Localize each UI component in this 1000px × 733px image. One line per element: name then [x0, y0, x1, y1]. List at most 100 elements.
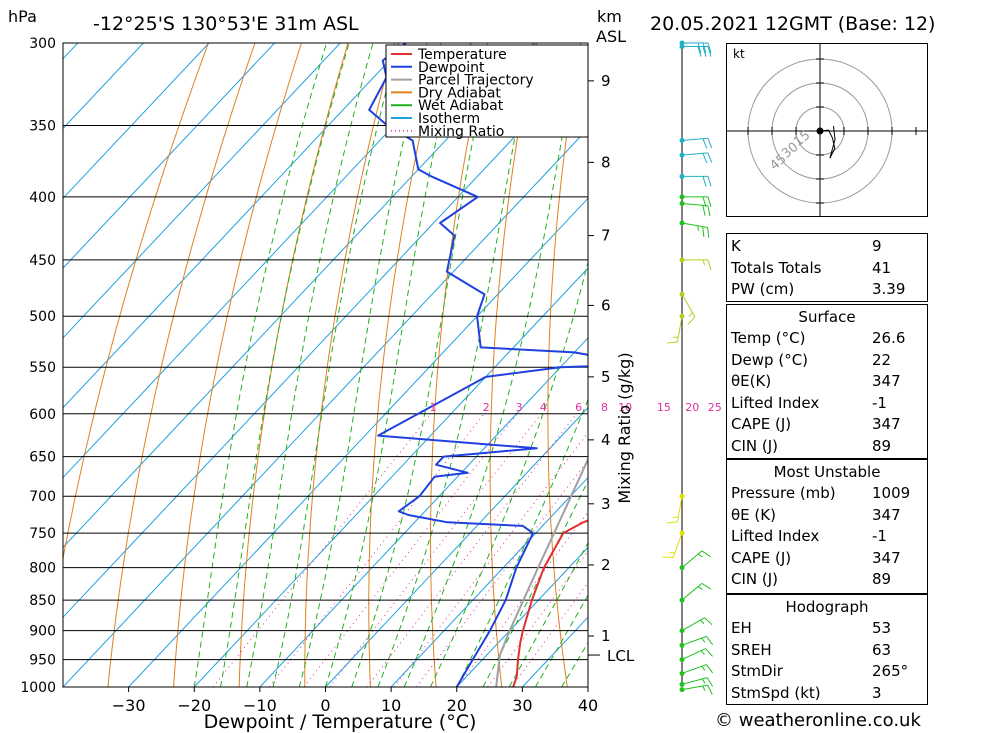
row-label: PW (cm) [731, 280, 795, 298]
hodograph-trace [819, 126, 836, 159]
wind-barb-feather [707, 42, 712, 54]
pressure-tick-label: 900 [29, 624, 56, 640]
wind-barb-feather [707, 259, 712, 271]
legend-box [385, 44, 589, 138]
temp-tick-label: 20 [447, 696, 467, 715]
wind-barb-feather [702, 42, 707, 54]
dry-adiabat-line [547, 43, 582, 687]
temp-tick-label: 30 [512, 696, 532, 715]
dry-adiabat-line [173, 43, 302, 687]
wind-barb-feather [697, 42, 702, 54]
mixing-ratio-line [487, 550, 588, 687]
table-row: EH 53 [727, 618, 927, 639]
row-label: StmDir [731, 662, 783, 680]
wind-barb [676, 496, 683, 522]
wind-barb-feather [707, 227, 710, 238]
table-row: θE(K) 347 [727, 371, 927, 392]
row-label: Pressure (mb) [731, 484, 836, 502]
wind-barb-feather [667, 521, 678, 524]
row-label: Totals Totals [731, 258, 822, 277]
wind-barb-feather [702, 153, 708, 164]
wind-barb [681, 137, 708, 142]
pressure-tick-label: 1000 [20, 680, 56, 696]
wind-barb-feather [705, 648, 713, 657]
wind-barb-feather [707, 46, 712, 57]
temp-tick-label: −10 [243, 696, 277, 715]
km-tick-label: 3 [601, 495, 611, 513]
wind-barb-feather [700, 650, 705, 655]
km-unit-label: km [597, 7, 622, 26]
wind-barb [681, 617, 705, 632]
wind-barb [681, 294, 696, 318]
wind-barb-feather [702, 196, 707, 208]
dry-adiabat-line [238, 43, 349, 687]
dewpoint-profile [368, 43, 588, 687]
km-tick-label: 6 [601, 296, 611, 314]
surface-title: Surface [798, 308, 856, 326]
table-row: Dewp (°C) 22 [727, 350, 927, 371]
wind-barb-feather [706, 636, 714, 646]
mixing-ratio-label: 2 [483, 401, 490, 414]
pressure-tick-label: 750 [29, 526, 56, 542]
km-tick-label: 1 [601, 627, 611, 645]
wind-barb [676, 316, 683, 342]
pressure-tick-label: 950 [29, 653, 56, 669]
pressure-tick-label: 300 [29, 36, 56, 52]
row-label: K [731, 237, 741, 255]
wind-barb-feather [707, 205, 711, 217]
wet-adiabat-line [246, 43, 374, 687]
row-label: θE(K) [731, 372, 772, 390]
isotherm-line [456, 546, 588, 687]
wet-adiabat-line [351, 43, 494, 687]
table-row: SREH 63 [727, 640, 927, 661]
hodograph-unit: kt [733, 47, 745, 61]
isotherm-line [128, 197, 588, 687]
wind-barb-feather [673, 516, 679, 519]
indices-table: K 9 Totals Totals 41 PW (cm) 3.39 [726, 233, 928, 302]
row-value: 89 [872, 436, 892, 455]
hodograph-panel: kt 15 30 45 [723, 34, 928, 228]
row-value: 3.39 [872, 280, 906, 298]
table-row: CIN (J) 89 [727, 436, 927, 457]
temp-tick-label: 10 [381, 696, 401, 715]
wind-barb [681, 648, 706, 661]
isotherm-line [193, 267, 588, 687]
table-row: θE (K) 347 [727, 505, 927, 526]
mixing-ratio-label: 8 [601, 401, 608, 414]
wind-barb [681, 635, 707, 646]
wet-adiabat-line [272, 43, 400, 687]
row-value: 41 [872, 258, 892, 277]
isotherm-line [63, 43, 472, 479]
wet-adiabat-line [298, 43, 428, 687]
wind-barb-feather [707, 196, 712, 208]
credit-text: © weatheronline.co.uk [715, 710, 921, 731]
km-tick-label: 8 [601, 153, 611, 171]
axes: 3003504004505005506006507007508008509009… [20, 36, 721, 715]
table-row: CAPE (J) 347 [727, 414, 927, 435]
mixing-ratio-line [511, 581, 588, 687]
row-label: θE (K) [731, 505, 776, 524]
row-label: CAPE (J) [731, 415, 792, 433]
row-label: CIN (J) [731, 436, 779, 455]
table-row: Lifted Index -1 [727, 526, 927, 547]
pressure-tick-label: 350 [29, 118, 56, 134]
table-row: Pressure (mb) 1009 [727, 483, 927, 504]
lcl-label: LCL [607, 647, 635, 665]
wind-barb-feather [701, 678, 706, 684]
pressure-tick-label: 450 [29, 253, 56, 269]
row-label: Lifted Index [731, 527, 820, 545]
location-title: -12°25'S 130°53'E 31m ASL [93, 13, 359, 35]
row-value: 9 [872, 237, 882, 255]
row-value: 347 [872, 372, 901, 390]
row-label: Dewp (°C) [731, 350, 809, 369]
wind-barb-feather [702, 176, 707, 187]
km-asl-label: ASL [596, 27, 626, 46]
wind-barb-feather [707, 176, 712, 187]
pressure-tick-label: 600 [29, 407, 56, 423]
most-unstable-title: Most Unstable [773, 463, 881, 481]
wet-adiabat-line [482, 479, 588, 687]
row-value: -1 [872, 527, 887, 545]
most-unstable-table: Most Unstable Pressure (mb) 1009 θE (K) 347 L… [726, 459, 928, 594]
